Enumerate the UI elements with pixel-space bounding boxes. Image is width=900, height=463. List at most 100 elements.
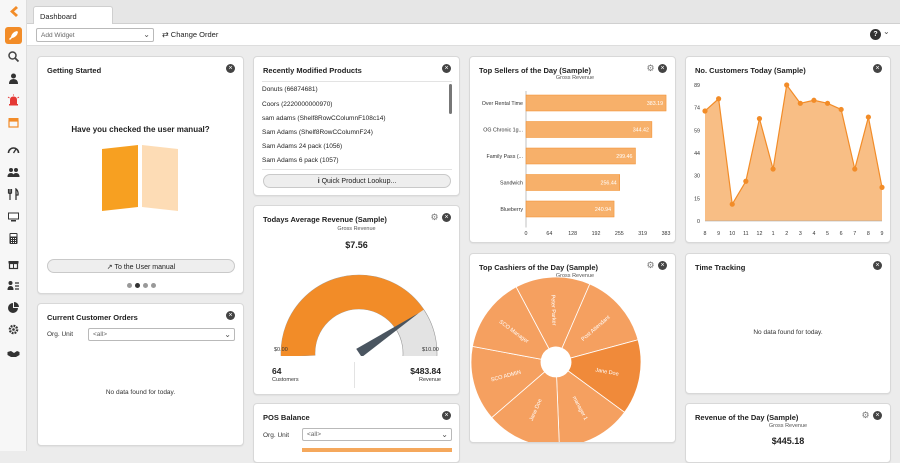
- monitor-icon[interactable]: [5, 208, 22, 225]
- gear-icon[interactable]: ⚙: [430, 212, 439, 222]
- close-icon[interactable]: ×: [226, 64, 235, 73]
- divider: [354, 362, 355, 388]
- gear-icon[interactable]: ⚙: [861, 410, 870, 420]
- user-list-icon[interactable]: [5, 277, 22, 294]
- empty-message: No data found for today.: [753, 329, 823, 336]
- close-icon[interactable]: ×: [442, 411, 451, 420]
- list-item[interactable]: Sam Adams (Shelf8RowCColumnF24): [262, 129, 373, 136]
- area-point: [729, 201, 735, 207]
- divider: [262, 169, 452, 170]
- close-icon[interactable]: ×: [442, 64, 451, 73]
- utensils-icon[interactable]: [5, 186, 22, 203]
- close-icon[interactable]: ×: [873, 261, 882, 270]
- area-line: [704, 83, 883, 206]
- close-icon[interactable]: ×: [873, 411, 882, 420]
- user-manual-button[interactable]: ↗ To the User manual: [47, 259, 235, 273]
- close-icon[interactable]: ×: [658, 261, 667, 270]
- add-widget-placeholder: Add Widget: [41, 32, 75, 39]
- speedometer-icon[interactable]: [5, 142, 22, 159]
- list-item[interactable]: Sam Adams 24 pack (1056): [262, 143, 343, 150]
- revenue-day-card: Revenue of the Day (Sample) ⚙ × Gross Re…: [685, 403, 891, 463]
- carousel-dot[interactable]: [127, 283, 132, 288]
- area-point: [824, 100, 831, 106]
- gauge-subtitle: Gross Revenue: [337, 226, 376, 232]
- carousel-dot-active[interactable]: [135, 283, 140, 288]
- close-icon[interactable]: ×: [658, 64, 667, 73]
- avg-revenue-card: Todays Average Revenue (Sample) ⚙ × Gros…: [253, 205, 460, 395]
- x-tick-label: 2: [785, 231, 788, 237]
- area-point: [770, 166, 776, 172]
- y-tick-label: 15: [694, 196, 700, 202]
- revenue-value: $483.84: [410, 366, 441, 376]
- list-item[interactable]: Sam Adams 6 pack (1057): [262, 157, 339, 164]
- org-unit-value: <all>: [93, 331, 108, 338]
- scrollbar[interactable]: [449, 84, 452, 114]
- card-title: No. Customers Today (Sample): [695, 66, 806, 75]
- logo-icon[interactable]: [5, 3, 22, 20]
- list-item[interactable]: Donuts (66874681): [262, 86, 318, 93]
- help-icon[interactable]: ?: [870, 29, 881, 40]
- handshake-icon[interactable]: [5, 345, 22, 362]
- card-title: Current Customer Orders: [47, 313, 138, 322]
- people-icon[interactable]: [5, 164, 22, 181]
- gear-icon[interactable]: ⚙: [646, 63, 655, 73]
- area-point: [865, 114, 871, 120]
- info-icon: i: [317, 177, 320, 185]
- area-point: [756, 116, 763, 122]
- bar: [525, 94, 667, 112]
- bar: [525, 147, 636, 165]
- pie-slice: [491, 371, 560, 442]
- x-tick-label: 4: [812, 231, 815, 237]
- gear-icon[interactable]: [5, 321, 22, 338]
- area-fill: [705, 85, 882, 221]
- list-item[interactable]: Coors (2220000000970): [262, 101, 333, 108]
- area-point: [716, 96, 722, 102]
- gift-icon[interactable]: [5, 255, 22, 272]
- external-link-icon: ↗: [106, 263, 113, 271]
- tab-dashboard[interactable]: Dashboard: [33, 6, 113, 25]
- carousel-dot[interactable]: [151, 283, 156, 288]
- search-icon[interactable]: [5, 48, 22, 65]
- pie-slice: [471, 286, 550, 360]
- pie-icon[interactable]: [5, 299, 22, 316]
- alarm-icon[interactable]: [5, 92, 22, 109]
- store-icon[interactable]: [5, 114, 22, 131]
- close-icon[interactable]: ×: [873, 64, 882, 73]
- org-unit-select[interactable]: <all> ⌄: [302, 428, 452, 441]
- list-item[interactable]: sam adams (Shelf8RowCColumnF108c14): [262, 115, 386, 122]
- rocket-icon[interactable]: [5, 27, 22, 44]
- card-title: POS Balance: [263, 413, 310, 422]
- revenue-label: Revenue: [418, 377, 441, 383]
- close-icon[interactable]: ×: [226, 311, 235, 320]
- person-icon[interactable]: [5, 70, 22, 87]
- x-tick-label: 128: [568, 231, 577, 237]
- recent-products-card: Recently Modified Products × Donuts (668…: [253, 56, 460, 196]
- swap-icon: ⇄: [162, 30, 169, 39]
- customers-today-card: No. Customers Today (Sample) × 0 15 30 44 59…: [685, 56, 891, 243]
- help-chevron-icon[interactable]: ⌄: [883, 27, 890, 36]
- add-widget-select[interactable]: Add Widget ⌄: [36, 28, 154, 42]
- x-tick-label: 319: [638, 231, 647, 237]
- card-title: Top Sellers of the Day (Sample): [479, 66, 591, 75]
- bar-category-label: Over Rental Time: [482, 101, 523, 107]
- close-icon[interactable]: ×: [442, 213, 451, 222]
- gear-icon[interactable]: ⚙: [646, 260, 655, 270]
- current-orders-card: Current Customer Orders × Org. Unit <all…: [37, 303, 244, 446]
- x-tick-label: 7: [853, 231, 856, 237]
- org-unit-select[interactable]: <all> ⌄: [88, 328, 235, 341]
- x-tick-label: 1: [772, 231, 775, 237]
- chart-subtitle: Gross Revenue: [555, 273, 595, 279]
- bar: [525, 174, 620, 191]
- quick-lookup-label: Quick Product Lookup...: [321, 177, 397, 185]
- chart-subtitle: Gross Revenue: [555, 75, 595, 81]
- pie-slice: [470, 345, 546, 419]
- org-unit-value: <all>: [307, 431, 322, 438]
- quick-lookup-button[interactable]: i Quick Product Lookup...: [263, 174, 451, 188]
- calculator-icon[interactable]: [5, 230, 22, 247]
- carousel-dot[interactable]: [143, 283, 148, 288]
- x-tick-label: 10: [729, 231, 735, 237]
- card-title: Time Tracking: [695, 263, 746, 272]
- pie-slice-label: Jane Doe: [595, 367, 619, 377]
- change-order-button[interactable]: ⇄ Change Order: [162, 30, 218, 39]
- bar: [525, 200, 615, 218]
